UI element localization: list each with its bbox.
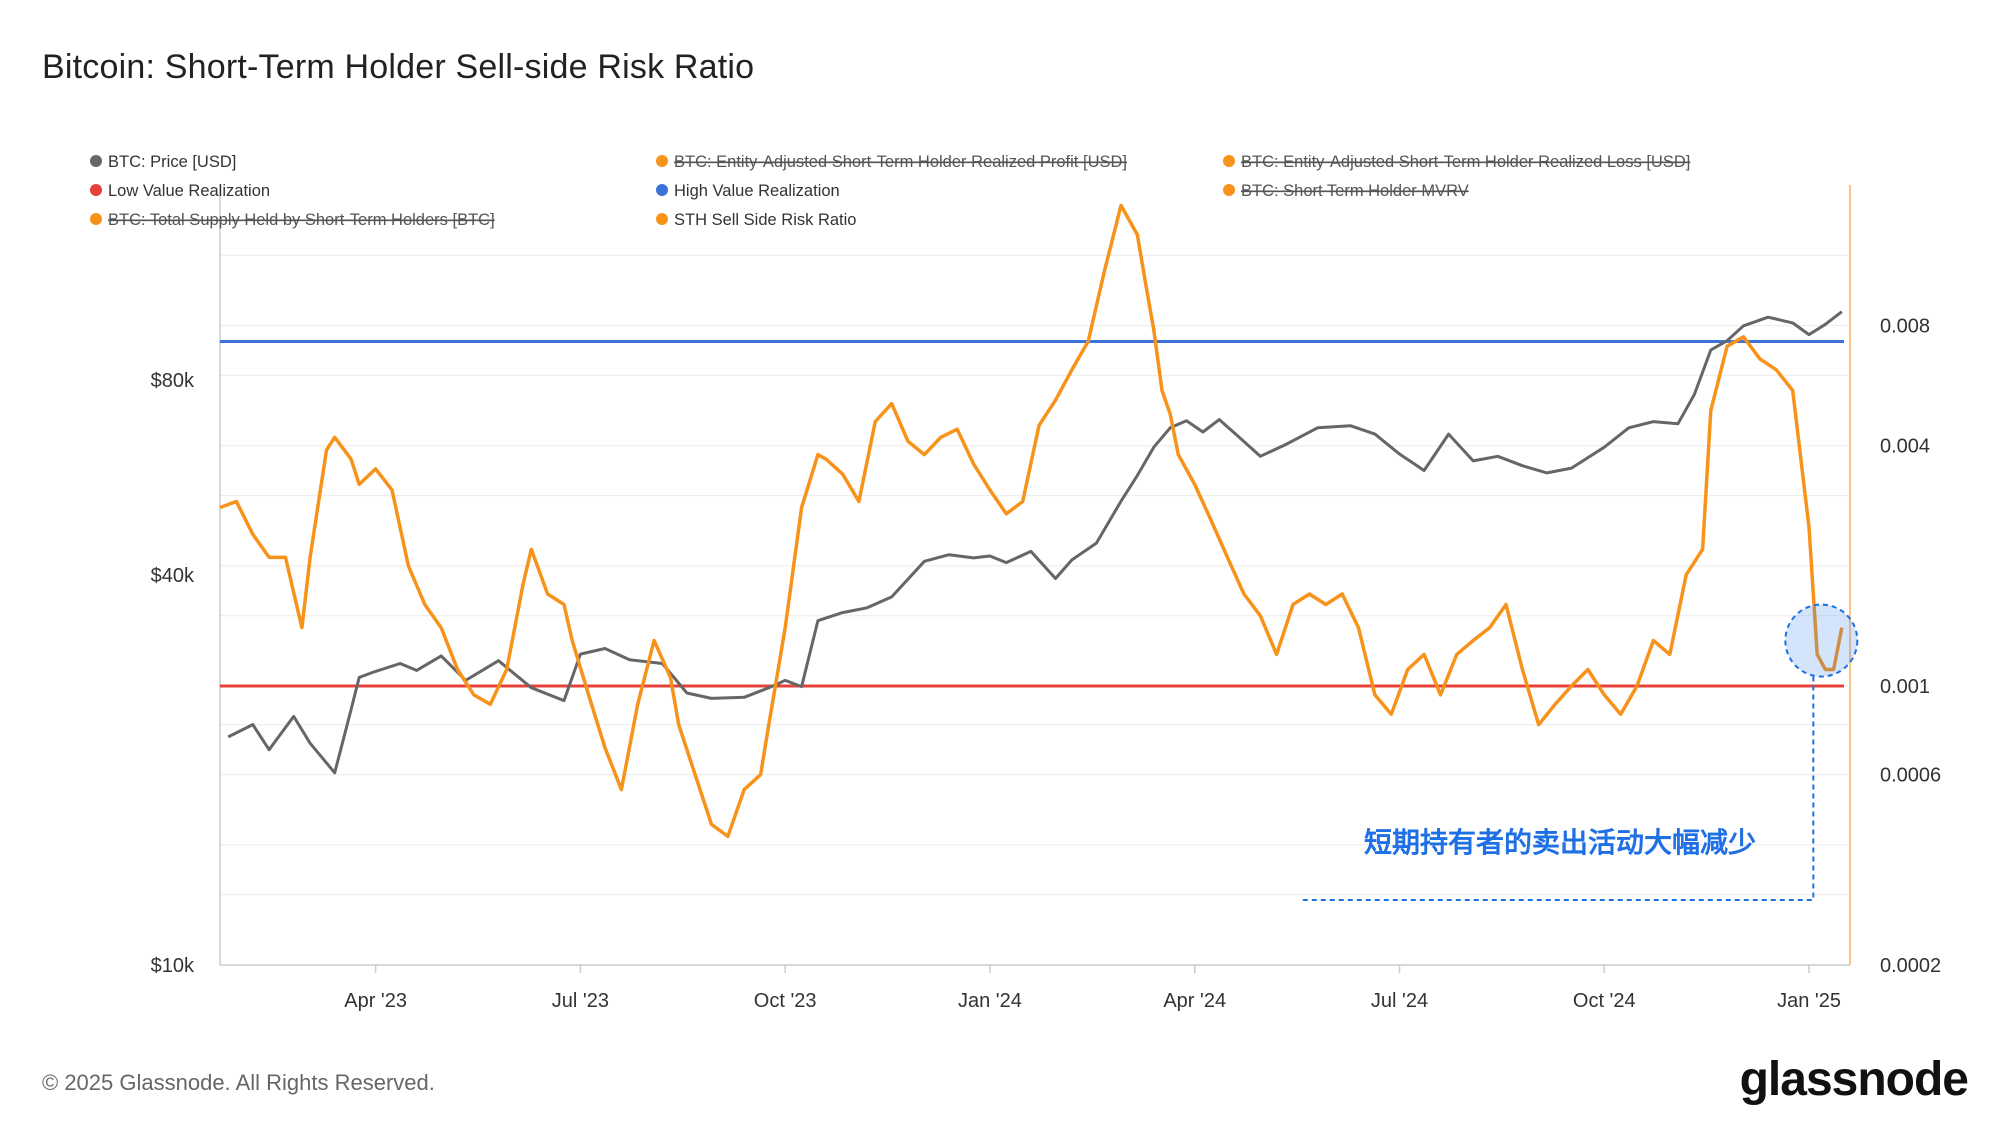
- x-tick-label: Oct '24: [1573, 990, 1636, 1012]
- axes: Apr '23 Jul '23 Oct '23 Jan '24 Apr '24 Jul '…: [151, 185, 1941, 1012]
- legend-label: BTC: Short Term Holder MVRV: [1241, 182, 1469, 200]
- sth-sell-side-risk-ratio-line: [219, 203, 1844, 839]
- legend-marker: [1223, 155, 1235, 167]
- legend-marker: [90, 184, 102, 196]
- y-right-tick-label: 0.0002: [1880, 955, 1941, 977]
- annotation-highlight-circle: [1784, 603, 1859, 678]
- x-tick-label: Jan '25: [1777, 990, 1841, 1012]
- legend-label: BTC: Total Supply Held by Short-Term Hol…: [108, 211, 495, 229]
- y-right-tick-label: 0.004: [1880, 436, 1930, 458]
- y-right-tick-label: 0.0006: [1880, 765, 1941, 787]
- grid: [220, 254, 1850, 896]
- annotation: 短期持有者的卖出活动大幅减少: [1300, 603, 1859, 901]
- x-tick-label: Jul '23: [552, 990, 609, 1012]
- brand-logo: glassnode: [1739, 1053, 1969, 1106]
- legend-label: Low Value Realization: [108, 182, 270, 200]
- btc-price-line: [227, 310, 1843, 775]
- legend-marker: [656, 184, 668, 196]
- legend-marker: [656, 213, 668, 225]
- x-tick-label: Apr '23: [344, 990, 407, 1012]
- footer-copyright: © 2025 Glassnode. All Rights Reserved.: [42, 1070, 435, 1095]
- legend: BTC: Price [USD] BTC: Entity-Adjusted Sho…: [90, 153, 1690, 229]
- y-left-tick-label: $10k: [151, 955, 195, 977]
- legend-marker: [656, 155, 668, 167]
- annotation-text: 短期持有者的卖出活动大幅减少: [1364, 826, 1756, 859]
- legend-label: High Value Realization: [674, 182, 840, 200]
- annotation-leader-line: [1300, 676, 1815, 901]
- x-tick-label: Jan '24: [958, 990, 1022, 1012]
- y-left-tick-label: $80k: [151, 370, 195, 392]
- legend-marker: [90, 155, 102, 167]
- legend-label: BTC: Entity-Adjusted Short-Term Holder R…: [674, 153, 1127, 171]
- y-right-tick-label: 0.001: [1880, 676, 1930, 698]
- page-title: Bitcoin: Short-Term Holder Sell-side Ris…: [42, 48, 755, 86]
- y-left-tick-label: $40k: [151, 565, 195, 587]
- series: [219, 203, 1844, 839]
- y-right-tick-label: 0.008: [1880, 316, 1930, 338]
- x-tick-label: Jul '24: [1371, 990, 1428, 1012]
- legend-label: BTC: Entity-Adjusted Short-Term Holder R…: [1241, 153, 1690, 171]
- legend-label: STH Sell Side Risk Ratio: [674, 211, 856, 229]
- x-tick-label: Oct '23: [754, 990, 817, 1012]
- legend-marker: [90, 213, 102, 225]
- legend-label: BTC: Price [USD]: [108, 153, 236, 171]
- x-tick-label: Apr '24: [1163, 990, 1226, 1012]
- thresholds: [220, 339, 1844, 688]
- legend-marker: [1223, 184, 1235, 196]
